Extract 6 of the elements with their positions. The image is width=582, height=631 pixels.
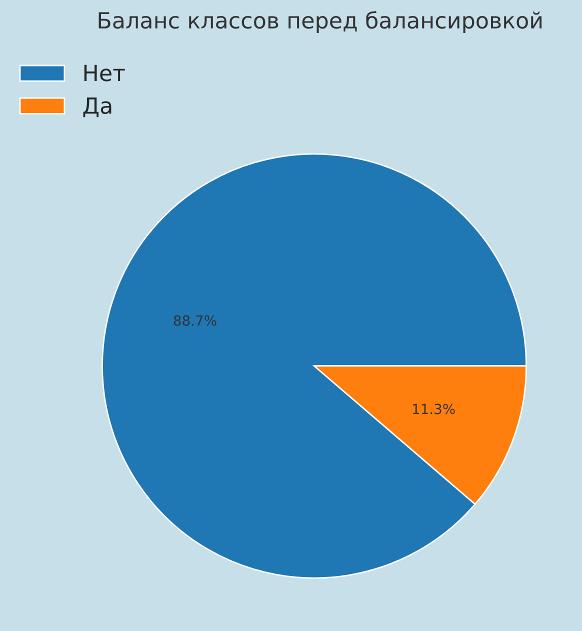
data-label: 11.3% xyxy=(413,404,455,414)
data-label: 88.7% xyxy=(174,315,216,326)
pie-slice xyxy=(102,153,527,579)
legend-label: Да xyxy=(83,97,112,118)
chart-title: Баланс классов перед балансировкой xyxy=(98,11,542,34)
legend-label: Нет xyxy=(84,64,125,82)
